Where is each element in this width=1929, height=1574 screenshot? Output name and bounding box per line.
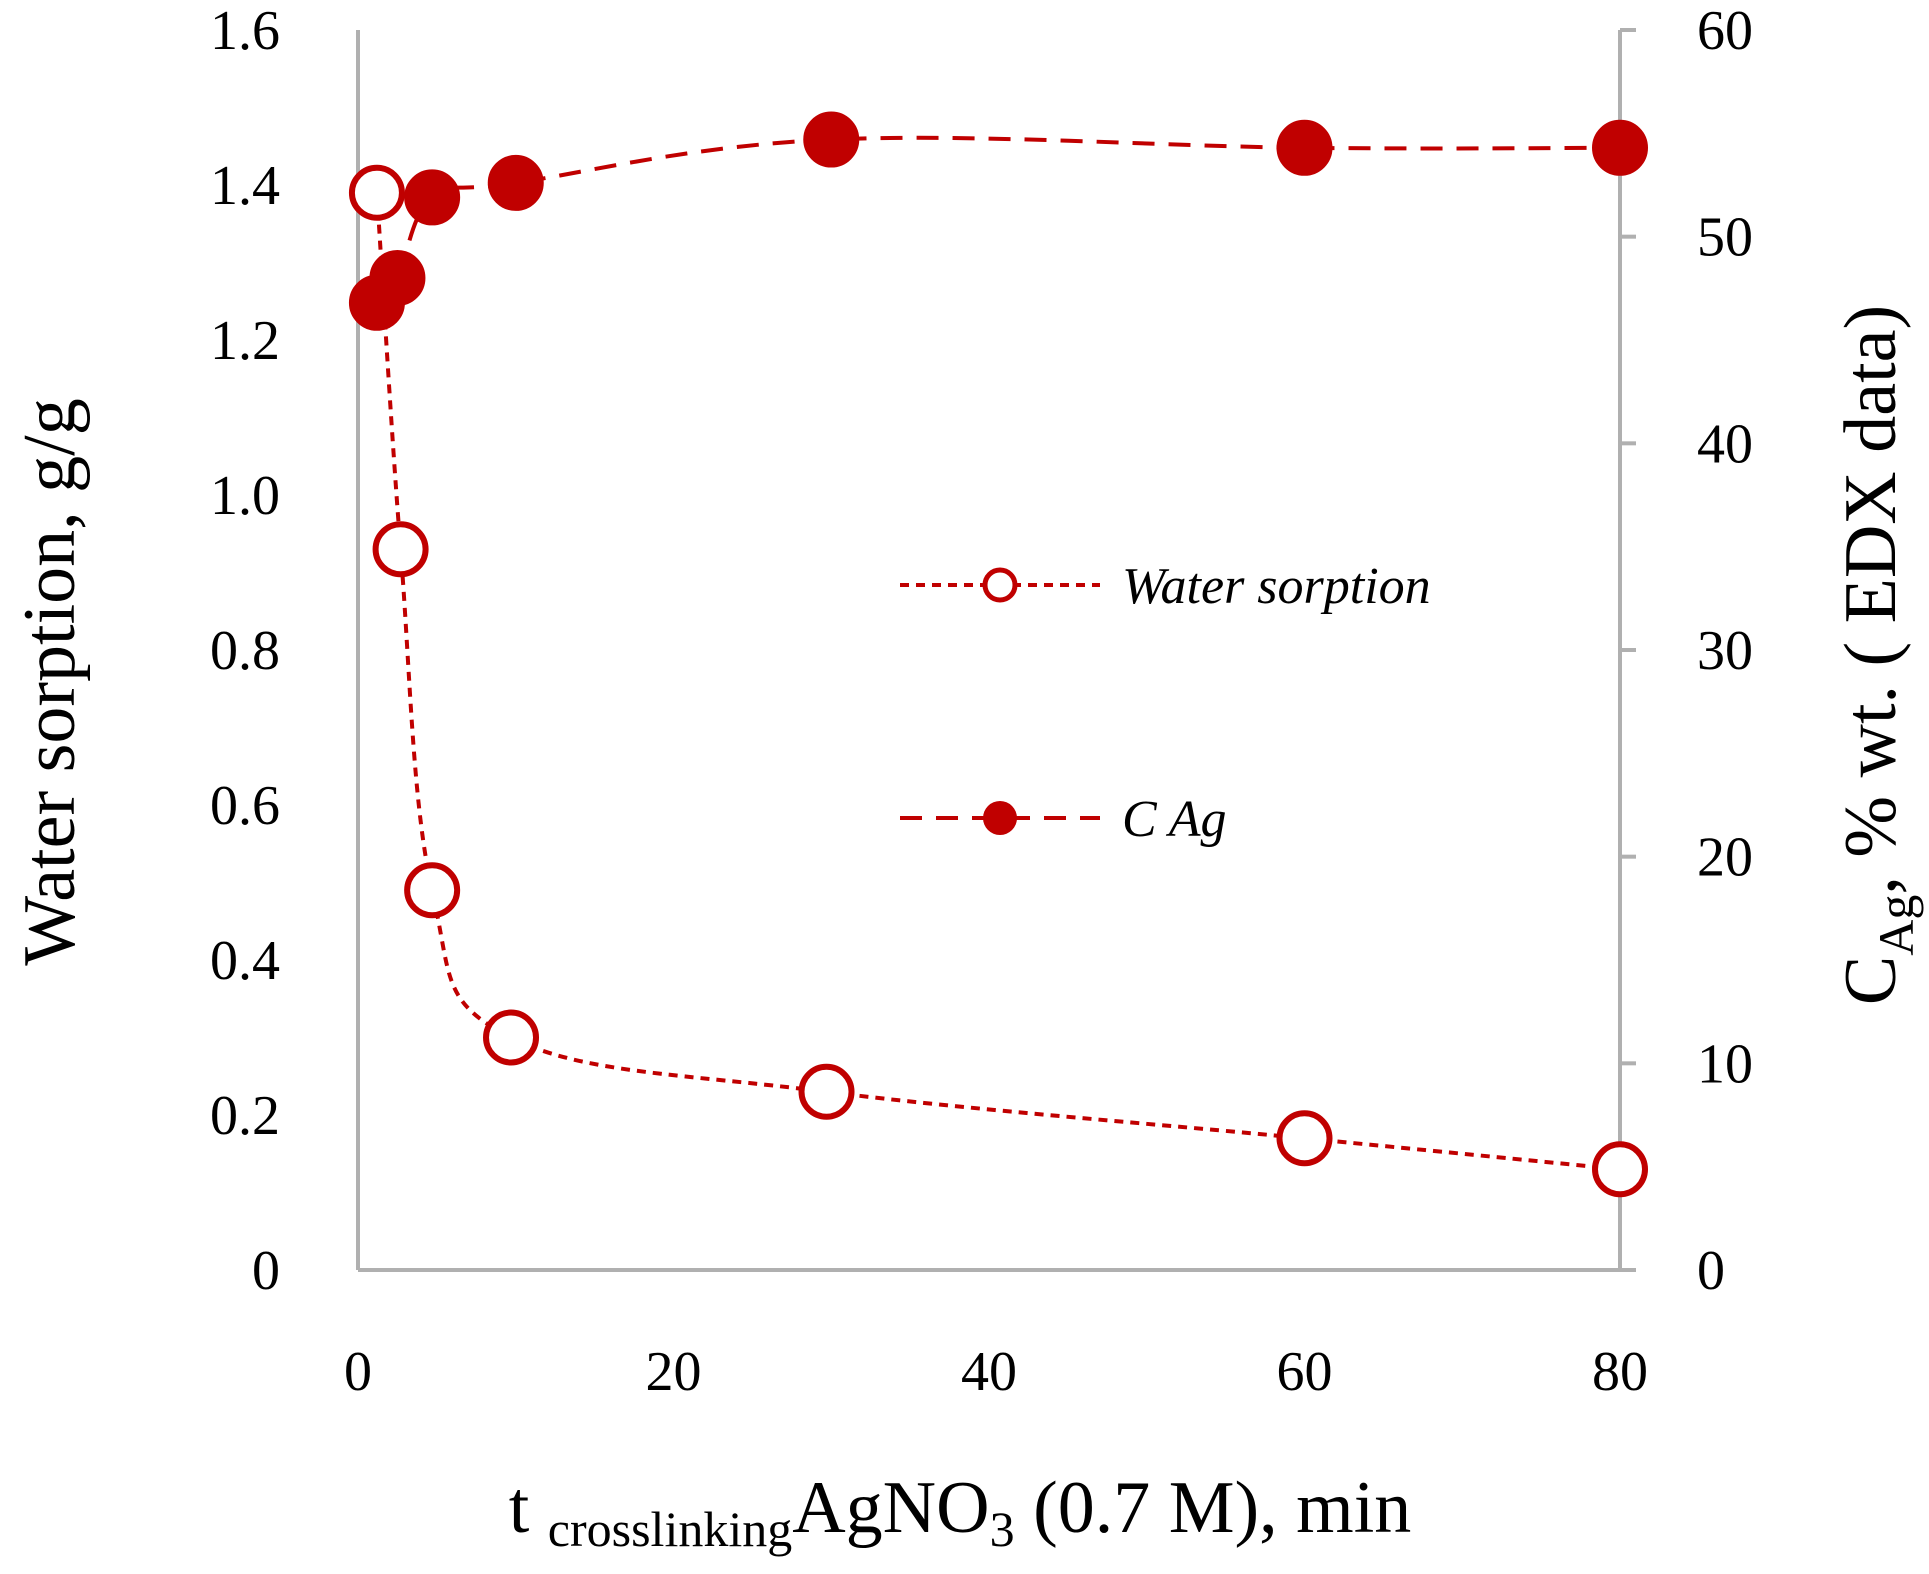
water-sorption-line xyxy=(374,192,1621,1172)
legend-label: C Ag xyxy=(1122,791,1227,848)
legend-marker-filled xyxy=(983,801,1017,835)
water-sorption-point xyxy=(483,1009,540,1066)
y-left-tick-label: 0.4 xyxy=(210,930,280,992)
c-ag-point xyxy=(1276,119,1333,176)
y-right-tick-label: 50 xyxy=(1697,207,1753,269)
y-left-tick-label: 0.6 xyxy=(210,775,280,837)
x-tick-label: 20 xyxy=(646,1341,702,1403)
c-ag-point xyxy=(404,169,461,226)
x-tick-label: 80 xyxy=(1592,1341,1648,1403)
water-sorption-point xyxy=(372,521,429,578)
water-sorption-point xyxy=(404,862,461,919)
y-left-tick-label: 0.8 xyxy=(210,620,280,682)
curves xyxy=(374,135,1621,1172)
water-sorption-point xyxy=(798,1063,855,1120)
legend: Water sorption C Ag xyxy=(900,558,1431,848)
water-sorption-point xyxy=(1276,1110,1333,1167)
y-right-title-main: C xyxy=(1830,956,1912,1005)
water-sorption-point xyxy=(1592,1141,1648,1198)
legend-label: Water sorption xyxy=(1122,558,1431,615)
y-left-tick-label: 1.0 xyxy=(210,465,280,527)
water-sorption-point xyxy=(348,164,405,221)
y-right-title-sub: Ag xyxy=(1868,895,1924,956)
y-left-axis-title: Water sorption, g/g xyxy=(9,398,91,965)
c-ag-point xyxy=(369,250,426,306)
x-tick-label: 40 xyxy=(961,1341,1017,1403)
y-right-title-rest: , % wt. ( EDX data) xyxy=(1830,305,1912,895)
x-tick-label: 60 xyxy=(1277,1341,1333,1403)
markers xyxy=(348,111,1648,1198)
x-title-reagent: AgNO xyxy=(792,1467,989,1549)
y-left-tick-label: 1.2 xyxy=(210,310,280,372)
legend-marker-open xyxy=(982,567,1018,603)
axes: 0 0.2 0.4 0.6 0.8 1.0 1.2 1.4 1.6 0 10 20 30 40 50 60 0 2… xyxy=(210,0,1753,1403)
y-left-tick-label: 0.2 xyxy=(210,1085,280,1147)
c-ag-point xyxy=(1592,119,1648,176)
x-title-reagent-sub: 3 xyxy=(990,1501,1015,1557)
y-right-axis-title: CAg, % wt. ( EDX data) xyxy=(1830,305,1924,1005)
y-left-tick-label: 0 xyxy=(252,1240,280,1302)
x-title-sub: crosslinking xyxy=(548,1501,792,1557)
x-title-main: t xyxy=(509,1467,530,1549)
y-right-tick-label: 40 xyxy=(1697,413,1753,475)
y-right-tick-label: 10 xyxy=(1697,1033,1753,1095)
x-axis-title: t crosslinkingAgNO3 (0.7 M), min xyxy=(509,1467,1412,1563)
y-right-tick-label: 20 xyxy=(1697,827,1753,889)
x-title-rest: (0.7 M), min xyxy=(1033,1467,1411,1549)
y-left-tick-label: 1.4 xyxy=(210,155,280,217)
c-ag-point xyxy=(803,111,860,168)
c-ag-point xyxy=(487,154,544,211)
y-right-tick-label: 60 xyxy=(1697,0,1753,62)
x-tick-label: 0 xyxy=(344,1341,372,1403)
y-right-tick-label: 30 xyxy=(1697,620,1753,682)
y-right-tick-label: 0 xyxy=(1697,1240,1725,1302)
c-ag-line xyxy=(375,135,1621,305)
y-left-tick-label: 1.6 xyxy=(210,0,280,62)
